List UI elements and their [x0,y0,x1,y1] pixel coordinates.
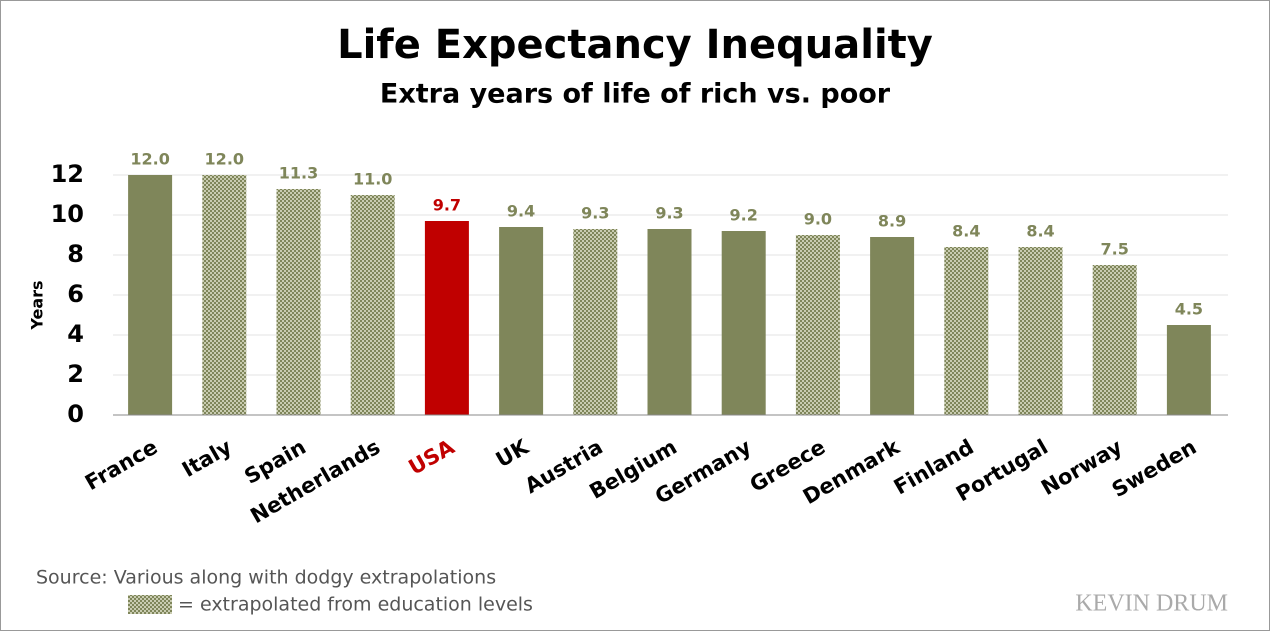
value-label: 8.9 [878,212,906,231]
bar [1166,325,1211,415]
value-label: 9.3 [655,204,683,223]
source: Source: Various along with dodgy extrapo… [36,567,496,589]
y-axis-label: Years [28,280,47,330]
logo: KEVIN DRUM [1075,591,1228,617]
bar [1092,265,1137,415]
value-label: 11.3 [279,164,318,183]
bar [276,189,321,415]
bar [424,221,469,415]
chart-title: Life Expectancy Inequality [337,22,933,68]
bar [647,229,692,415]
bar [870,237,915,415]
value-label: 9.3 [581,204,609,223]
y-tick-label: 10 [51,200,84,228]
y-tick-label: 6 [67,280,84,308]
value-label: 8.4 [1026,222,1054,241]
y-tick-label: 4 [67,320,84,348]
y-tick-label: 2 [67,360,84,388]
value-label: 9.2 [730,206,758,225]
value-label: 4.5 [1175,300,1203,319]
bar [499,227,544,415]
bar [202,175,247,415]
y-tick-label: 8 [67,240,84,268]
chart-subtitle: Extra years of life of rich vs. poor [380,79,891,110]
bar [944,247,989,415]
value-label: 9.0 [804,210,832,229]
value-label: 9.4 [507,202,535,221]
bar [128,175,173,415]
y-tick-label: 12 [51,160,84,188]
value-label: 12.0 [130,150,169,169]
bar [1018,247,1063,415]
value-label: 8.4 [952,222,980,241]
bar [350,195,395,415]
value-label: 7.5 [1101,240,1129,259]
legend-swatch [128,595,172,614]
value-label: 11.0 [353,170,392,189]
value-label: 9.7 [433,196,461,215]
legend-text: = extrapolated from education levels [178,594,533,616]
bar [721,231,766,415]
value-label: 12.0 [205,150,244,169]
bar [573,229,618,415]
y-tick-label: 0 [67,400,84,428]
bar [795,235,840,415]
